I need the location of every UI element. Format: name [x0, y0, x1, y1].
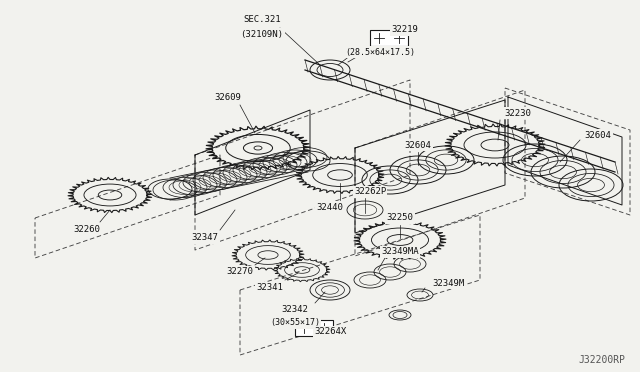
Text: 32349M: 32349M — [432, 279, 464, 288]
Text: 32219: 32219 — [392, 26, 419, 35]
Text: 32609: 32609 — [214, 93, 241, 103]
Text: 32264X: 32264X — [314, 327, 346, 337]
Text: 32347: 32347 — [191, 234, 218, 243]
Text: 32262P: 32262P — [354, 187, 386, 196]
Text: 32604: 32604 — [404, 141, 431, 150]
FancyBboxPatch shape — [370, 30, 408, 46]
Text: 32440: 32440 — [317, 202, 344, 212]
Text: (32109N): (32109N) — [241, 29, 284, 38]
Text: (30×55×17): (30×55×17) — [270, 318, 320, 327]
Text: 32250: 32250 — [387, 214, 413, 222]
Text: 32341: 32341 — [257, 283, 284, 292]
Text: 32349MA: 32349MA — [381, 247, 419, 257]
Text: (28.5×64×17.5): (28.5×64×17.5) — [345, 48, 415, 57]
Text: 32260: 32260 — [74, 224, 100, 234]
Text: J32200RP: J32200RP — [578, 355, 625, 365]
Text: 32604: 32604 — [584, 131, 611, 140]
Text: 32230: 32230 — [504, 109, 531, 118]
Text: SEC.321: SEC.321 — [243, 16, 281, 25]
Text: 32270: 32270 — [227, 267, 253, 276]
FancyBboxPatch shape — [295, 320, 333, 336]
Text: 32342: 32342 — [282, 305, 308, 314]
